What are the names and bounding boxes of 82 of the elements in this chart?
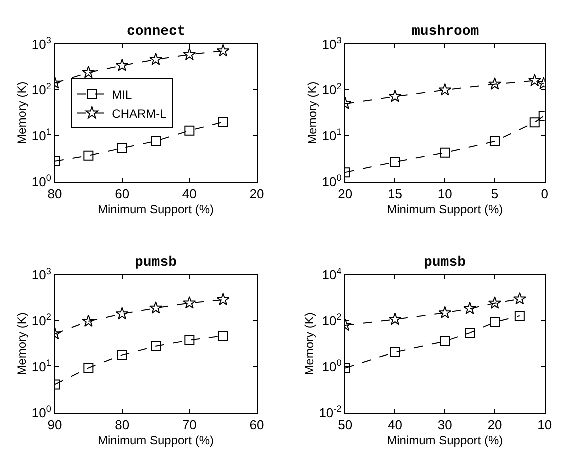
y-tick-label: 10$^{2}$ — [32, 312, 52, 329]
x-tick-label: 5 — [491, 186, 499, 202]
point — [465, 328, 476, 338]
x-axis-title: Minimum Support (%) — [98, 433, 214, 448]
point — [440, 148, 450, 158]
point — [218, 117, 228, 128]
point — [82, 314, 96, 328]
x-tick-label: 40 — [182, 186, 197, 202]
y-axis-title: Memory (K) — [306, 82, 320, 144]
x-tick-label: 30 — [438, 417, 452, 432]
point — [440, 336, 450, 346]
y-tick-label: 10$^{2}$ — [32, 81, 52, 98]
x-tick-label: 20 — [250, 186, 264, 202]
x-tick-label: 0 — [541, 186, 548, 202]
y-tick-label: 10$^{2}$ — [322, 81, 342, 98]
point — [117, 143, 128, 154]
y-axis-title: Memory (K) — [15, 312, 30, 376]
x-tick-label: 70 — [182, 417, 197, 432]
point — [184, 335, 195, 346]
y-tick-label: 10$^{1}$ — [322, 127, 342, 144]
x-tick-label: 80 — [48, 186, 62, 202]
point — [464, 302, 477, 314]
x-axis-title: Minimum Support (%) — [98, 202, 214, 216]
y-axis-title: Memory (K) — [302, 312, 317, 376]
legend-label: MIL — [112, 88, 132, 102]
chart-title: mushroom — [412, 24, 480, 40]
x-tick-label: 60 — [115, 186, 130, 202]
point — [218, 331, 228, 342]
x-tick-label: 10 — [538, 417, 552, 432]
point — [117, 350, 128, 360]
point — [151, 136, 161, 146]
legend-label: CHARM-L — [112, 106, 168, 121]
x-tick-label: 40 — [388, 417, 402, 432]
point — [116, 59, 129, 72]
point — [84, 150, 94, 161]
point — [216, 44, 230, 57]
y-tick-label: 10$^{4}$ — [322, 266, 342, 283]
point — [488, 78, 502, 90]
point — [82, 66, 96, 78]
point — [490, 136, 500, 147]
point — [390, 157, 400, 168]
y-tick-label: 10$^{0}$ — [32, 173, 52, 190]
y-tick-label: 10$^{0}$ — [322, 173, 342, 190]
point — [151, 341, 161, 352]
point — [84, 363, 94, 374]
y-tick-label: 10$^{1}$ — [32, 127, 52, 144]
x-tick-label: 20 — [488, 417, 502, 432]
x-tick-label: 80 — [115, 417, 130, 432]
x-tick-label: 20 — [338, 186, 353, 202]
point — [216, 293, 230, 306]
y-axis-title: Memory (K) — [15, 82, 30, 144]
point — [438, 306, 452, 319]
point — [388, 312, 402, 326]
x-tick-label: 60 — [250, 417, 264, 432]
point — [528, 74, 542, 86]
point — [184, 126, 195, 136]
point — [390, 347, 400, 358]
chart-title: connect — [127, 24, 186, 40]
point — [490, 317, 500, 328]
point — [514, 311, 525, 322]
point — [388, 90, 402, 102]
point — [513, 292, 526, 305]
x-tick-label: 10 — [438, 186, 452, 202]
point — [183, 296, 196, 309]
x-tick-label: 15 — [388, 186, 402, 202]
y-tick-label: 10$^{1}$ — [32, 358, 52, 374]
chart-title: pumsb — [424, 255, 466, 271]
point — [116, 307, 129, 320]
point — [530, 118, 540, 128]
y-tick-label: 10$^{0}$ — [322, 358, 342, 374]
y-tick-label: 10$^{3}$ — [32, 266, 52, 283]
y-tick-label: 10$^{3}$ — [322, 35, 342, 52]
point — [150, 52, 162, 66]
y-tick-label: 10$^{2}$ — [322, 312, 342, 329]
x-axis-title: Minimum Support (%) — [387, 202, 504, 216]
point — [488, 296, 502, 309]
point — [150, 301, 162, 314]
point — [438, 83, 452, 96]
y-tick-label: 10$^{3}$ — [32, 35, 52, 52]
chart-title: pumsb — [135, 255, 178, 271]
x-axis-title: Minimum Support (%) — [387, 433, 504, 448]
point — [183, 48, 196, 60]
